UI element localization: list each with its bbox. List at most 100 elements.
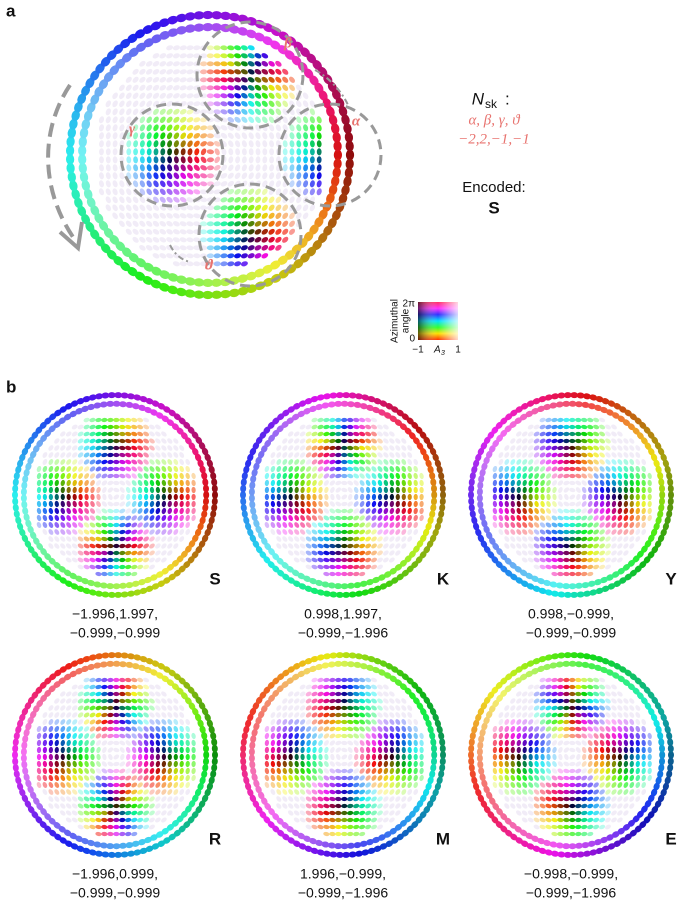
- edge-dot: [537, 577, 545, 585]
- texture-dot: [309, 100, 316, 108]
- texture-dot: [296, 156, 302, 164]
- texture-dot: [347, 817, 354, 823]
- edge-dot: [40, 808, 48, 816]
- texture-dot: [220, 53, 228, 59]
- texture-dot: [261, 68, 269, 75]
- texture-dot: [329, 508, 336, 514]
- texture-dot: [185, 774, 190, 782]
- texture-dot: [498, 486, 504, 494]
- edge-dot: [198, 800, 206, 808]
- texture-dot: [294, 486, 299, 494]
- edge-dot: [589, 849, 598, 856]
- texture-dot: [569, 684, 576, 690]
- texture-dot: [240, 45, 248, 51]
- texture-dot: [546, 493, 551, 501]
- texture-dot: [510, 536, 516, 542]
- texture-dot: [299, 431, 306, 437]
- texture-dot: [139, 164, 145, 172]
- edge-dot: [344, 167, 354, 179]
- texture-dot: [389, 753, 395, 761]
- texture-dot: [101, 445, 108, 451]
- edge-dot: [378, 669, 386, 676]
- texture-dot: [66, 719, 72, 725]
- edge-dot: [249, 534, 257, 543]
- texture-dot: [312, 486, 317, 494]
- texture-dot: [137, 824, 144, 830]
- texture-dot: [179, 116, 187, 123]
- texture-dot: [36, 746, 42, 754]
- texture-dot: [623, 522, 629, 528]
- texture-dot: [255, 148, 261, 156]
- texture-dot: [323, 536, 330, 542]
- texture-dot: [149, 536, 155, 542]
- texture-dot: [317, 466, 324, 472]
- edge-dot: [660, 713, 667, 722]
- texture-dot: [539, 726, 546, 732]
- texture-dot: [54, 452, 60, 458]
- texture-dot: [149, 550, 155, 556]
- texture-dot: [629, 486, 634, 494]
- texture-dot: [551, 705, 558, 711]
- texture-dot: [359, 515, 365, 521]
- edge-dot: [208, 776, 215, 785]
- edge-dot: [657, 534, 665, 543]
- texture-dot: [599, 726, 605, 732]
- texture-dot: [155, 550, 161, 556]
- edge-dot: [532, 845, 541, 852]
- edge-dot: [342, 591, 351, 598]
- edge-dot: [76, 845, 85, 852]
- texture-dot: [101, 796, 108, 802]
- texture-dot: [341, 747, 348, 753]
- texture-dot: [569, 438, 576, 444]
- texture-dot: [60, 803, 66, 809]
- texture-dot: [167, 148, 173, 156]
- edge-dot: [338, 193, 348, 205]
- texture-dot: [641, 486, 646, 494]
- edge-dot: [379, 660, 388, 667]
- texture-dot: [599, 529, 605, 535]
- texture-dot: [191, 514, 196, 522]
- texture-dot: [539, 691, 546, 697]
- texture-dot: [599, 768, 605, 774]
- texture-dot: [516, 466, 522, 472]
- texture-dot: [241, 140, 247, 148]
- edge-dot: [27, 456, 34, 465]
- texture-dot: [276, 796, 282, 802]
- edge-dot: [243, 516, 250, 525]
- texture-dot: [383, 760, 389, 768]
- texture-dot: [371, 550, 377, 556]
- texture-dot: [132, 100, 139, 108]
- texture-dot: [335, 691, 342, 697]
- edge-dot: [532, 398, 541, 405]
- texture-dot: [143, 557, 150, 563]
- texture-dot: [125, 228, 132, 235]
- texture-dot: [179, 732, 184, 740]
- texture-dot: [166, 77, 173, 83]
- texture-dot: [166, 124, 173, 132]
- texture-dot: [534, 726, 540, 732]
- edge-dot: [328, 184, 338, 196]
- texture-dot: [504, 767, 509, 775]
- texture-dot: [77, 564, 84, 570]
- texture-dot: [311, 445, 318, 451]
- edge-dot: [583, 653, 591, 660]
- texture-dot: [569, 719, 576, 725]
- texture-dot: [611, 486, 617, 494]
- texture-dot: [395, 522, 401, 528]
- texture-dot: [193, 189, 201, 195]
- texture-dot: [516, 500, 521, 508]
- texture-dot: [133, 148, 139, 156]
- texture-dot: [143, 775, 149, 781]
- texture-dot: [371, 445, 377, 451]
- texture-dot: [187, 164, 193, 172]
- texture-dot: [125, 789, 132, 795]
- texture-dot: [329, 550, 336, 556]
- edge-dot: [125, 661, 134, 668]
- texture-layer: [12, 10, 674, 858]
- texture-dot: [540, 473, 546, 479]
- edge-dot: [391, 406, 399, 413]
- texture-dot: [407, 514, 412, 522]
- texture-dot: [294, 479, 299, 487]
- texture-dot: [143, 768, 149, 774]
- texture-dot: [99, 156, 104, 164]
